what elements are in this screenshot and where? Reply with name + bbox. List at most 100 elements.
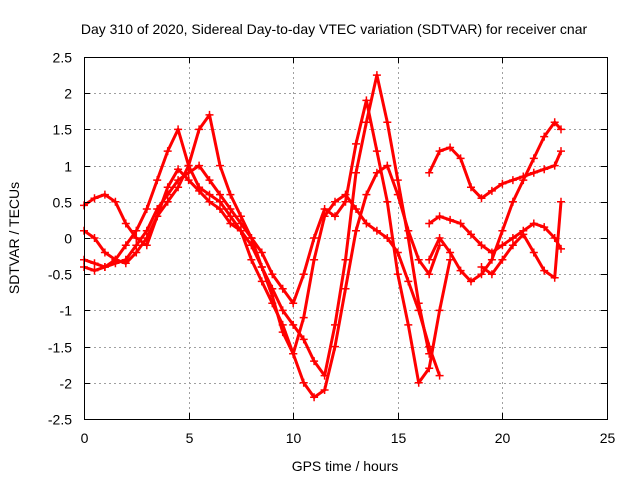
data-point [195,161,204,170]
data-point [435,371,444,380]
data-point [414,306,423,315]
data-point [446,248,455,257]
data-point [195,183,204,192]
series-track-5 [425,143,565,203]
data-point [278,328,287,337]
data-point [414,255,423,264]
data-point [247,255,256,264]
data-point [372,226,381,235]
data-point [331,342,339,351]
data-point [341,284,350,293]
data-point [477,263,486,271]
data-point [121,241,130,250]
data-layer [80,71,565,402]
data-point [446,143,455,152]
data-point [320,205,329,213]
y-tick-label: -2 [60,376,73,392]
data-point [508,241,517,250]
data-point [529,219,538,228]
data-point [100,190,109,199]
data-point [111,197,120,206]
data-point [446,215,455,224]
data-point [216,197,224,206]
data-point [163,183,172,192]
data-point [132,234,141,242]
data-point [100,248,109,257]
data-point [216,161,224,170]
y-tick-label: 2.5 [53,50,73,66]
data-point [289,299,298,308]
data-point [435,234,444,242]
data-point [519,230,528,239]
data-point [550,118,559,127]
data-point [320,212,329,221]
data-point [216,190,224,199]
data-point [121,255,130,264]
data-point [372,147,381,156]
data-point [90,234,99,242]
data-point [299,313,308,322]
data-point [487,255,496,264]
data-point [352,139,360,148]
data-point [299,270,308,279]
data-point [372,168,381,177]
data-point [174,165,183,174]
data-point [320,386,329,394]
series-track-2 [80,71,434,380]
data-point [100,263,109,271]
data-point [372,71,381,80]
data-point [467,277,475,286]
data-point [550,273,559,282]
data-point [557,147,565,156]
data-point [487,270,496,279]
data-point [362,190,371,199]
data-point [320,371,329,380]
data-point [341,190,350,199]
data-point [435,147,444,156]
data-point [508,234,517,242]
data-point [425,364,434,373]
data-point [425,255,434,264]
data-point [404,234,413,242]
data-point [498,255,507,264]
data-point [435,306,444,315]
data-point [487,186,496,195]
y-tick-label: 1.5 [53,122,73,138]
data-point [557,125,565,134]
data-point [540,266,549,275]
data-point [184,168,193,177]
data-point [226,212,235,221]
data-point [383,197,392,206]
data-point [529,168,538,177]
data-point [195,125,204,134]
y-tick-label: -0.5 [48,267,72,283]
data-point [142,205,151,213]
data-point [174,176,183,185]
data-point [278,306,287,315]
data-point [90,266,99,275]
data-point [268,270,277,279]
data-point [310,393,319,402]
data-point [163,147,172,156]
data-point [153,176,162,185]
data-point [299,378,308,387]
data-point [508,176,517,185]
data-point [310,255,319,264]
data-point [393,248,402,257]
y-tick-label: 0 [64,231,72,247]
data-point [132,226,141,235]
data-point [132,248,141,257]
data-point [226,219,235,228]
series-track-1 [80,161,444,402]
data-point [90,259,99,268]
data-point [467,183,475,192]
series-line [83,98,452,385]
data-point [383,234,392,242]
data-point [456,219,465,228]
grid-layer [84,57,607,419]
data-point [456,154,465,163]
y-tick-label: -1.5 [48,340,72,356]
data-point [352,205,360,213]
data-point [393,270,402,279]
x-tick-label: 5 [186,430,194,446]
